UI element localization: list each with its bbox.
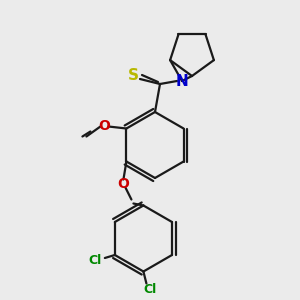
Text: N: N [176,74,188,88]
Text: Cl: Cl [88,254,101,266]
Text: S: S [128,68,139,83]
Text: Cl: Cl [144,283,157,296]
Text: O: O [118,176,129,190]
Text: O: O [98,119,110,134]
